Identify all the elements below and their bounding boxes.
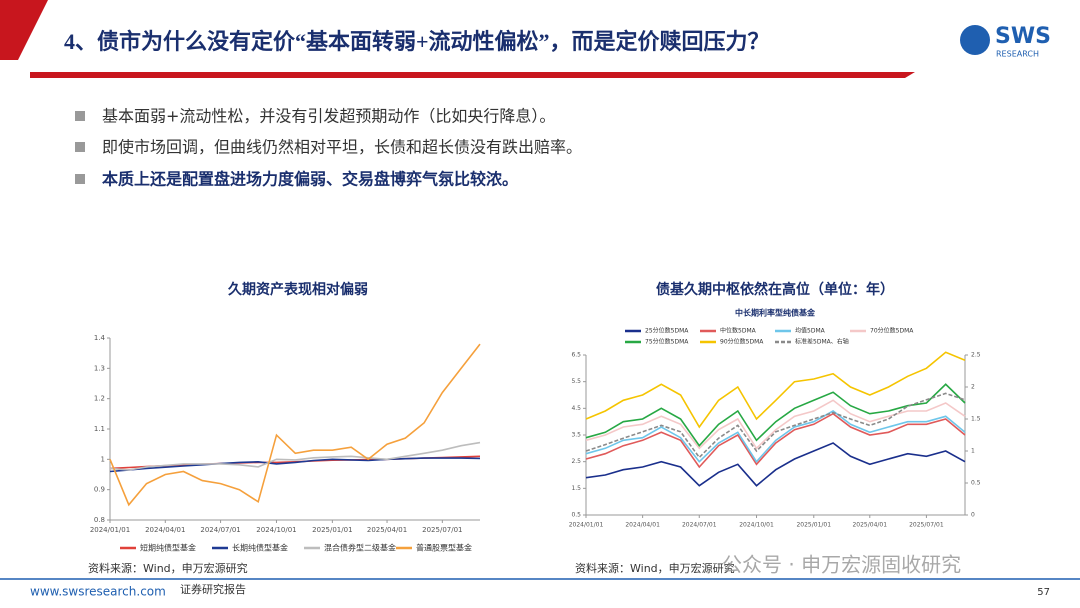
x-tick-label: 2024/04/01 xyxy=(625,522,660,529)
y-tick-label: 5.5 xyxy=(571,378,581,385)
series-line xyxy=(585,399,966,450)
legend-label: 普通股票型基金 xyxy=(416,543,472,553)
legend-label: 70分位数5DMA xyxy=(870,327,914,335)
source-note: 资料来源：Wind，申万宏源研究 xyxy=(575,561,735,575)
series-line xyxy=(585,410,966,464)
x-tick-label: 2025/04/01 xyxy=(852,522,887,529)
x-tick-label: 2025/07/01 xyxy=(909,522,944,529)
y2-tick-label: 0 xyxy=(971,512,975,519)
x-tick-label: 2025/04/01 xyxy=(367,526,407,534)
bullet: 即使市场回调，但曲线仍然相对平坦，长债和超长债没有跌出赔率。 xyxy=(102,138,582,157)
footer-site: www.swsresearch.com xyxy=(30,585,166,599)
legend-label: 短期纯债型基金 xyxy=(140,543,196,553)
legend-label: 均值5DMA xyxy=(795,327,826,335)
x-tick-label: 2024/04/01 xyxy=(145,526,185,534)
logo-mark xyxy=(960,25,990,55)
x-tick-label: 2024/01/01 xyxy=(90,526,130,534)
x-tick-label: 2025/01/01 xyxy=(796,522,831,529)
page-number: 57 xyxy=(1037,587,1050,598)
y-tick-label: 1.4 xyxy=(94,334,106,342)
x-tick-label: 2025/07/01 xyxy=(422,526,462,534)
x-tick-label: 2024/01/01 xyxy=(569,522,604,529)
series-line xyxy=(585,392,966,459)
x-tick-label: 2024/10/01 xyxy=(739,522,774,529)
bullet-icon xyxy=(75,142,85,152)
chart-title: 债基久期中枢依然在高位（单位：年） xyxy=(656,281,894,298)
y2-tick-label: 1 xyxy=(971,448,975,455)
series-line xyxy=(585,351,966,429)
bullet-icon xyxy=(75,174,85,184)
y2-tick-label: 2.5 xyxy=(971,352,981,359)
watermark: 公众号 · 申万宏源固收研究 xyxy=(722,553,961,577)
y-tick-label: 0.9 xyxy=(94,486,105,494)
y-tick-label: 1 xyxy=(101,455,105,463)
header-accent xyxy=(0,0,48,60)
bullet-icon xyxy=(75,111,85,121)
y-tick-label: 1.2 xyxy=(94,395,105,403)
header-rule xyxy=(30,72,915,78)
chart-subtitle: 中长期利率型纯债基金 xyxy=(735,308,816,318)
y2-tick-label: 2 xyxy=(971,384,975,391)
legend-label: 75分位数5DMA xyxy=(645,338,689,346)
series-line xyxy=(585,383,966,447)
legend-label: 中位数5DMA xyxy=(720,327,757,335)
y-tick-label: 0.8 xyxy=(94,516,105,524)
y-tick-label: 4.5 xyxy=(571,405,581,412)
series-line xyxy=(109,441,481,471)
footer-label: 证券研究报告 xyxy=(180,582,246,596)
legend-label: 标准差5DMA、右轴 xyxy=(795,338,849,346)
y-tick-label: 3.5 xyxy=(571,432,581,439)
series-line xyxy=(109,457,481,473)
y-tick-label: 6.5 xyxy=(571,352,581,359)
source-note: 资料来源：Wind，申万宏源研究 xyxy=(88,561,248,575)
y-tick-label: 1.1 xyxy=(94,425,105,433)
legend-label: 混合债券型二级基金 xyxy=(324,543,396,553)
y-tick-label: 0.5 xyxy=(571,512,581,519)
series-line xyxy=(585,442,966,487)
x-tick-label: 2024/07/01 xyxy=(682,522,717,529)
legend-label: 长期纯债型基金 xyxy=(232,543,288,553)
series-line xyxy=(109,343,481,507)
chart-title: 久期资产表现相对偏弱 xyxy=(227,281,368,298)
logo-text: SWS xyxy=(995,24,1051,49)
y2-tick-label: 1.5 xyxy=(971,416,981,423)
bullet: 基本面弱+流动性松，并没有引发超预期动作（比如央行降息）。 xyxy=(102,107,555,126)
y-tick-label: 1.3 xyxy=(94,364,105,372)
x-tick-label: 2024/07/01 xyxy=(200,526,240,534)
x-tick-label: 2024/10/01 xyxy=(256,526,296,534)
x-tick-label: 2025/01/01 xyxy=(312,526,352,534)
logo: SWS RESEARCH xyxy=(960,24,1051,59)
slide-title: 4、债市为什么没有定价“基本面转弱+流动性偏松”，而是定价赎回压力？ xyxy=(64,29,770,54)
logo-subtext: RESEARCH xyxy=(996,50,1039,59)
legend-label: 90分位数5DMA xyxy=(720,338,764,346)
y-tick-label: 1.5 xyxy=(571,485,581,492)
legend-label: 25分位数5DMA xyxy=(645,327,689,335)
y-tick-label: 2.5 xyxy=(571,458,581,465)
bullet: 本质上还是配置盘进场力度偏弱、交易盘博弈气氛比较浓。 xyxy=(102,170,518,189)
series-line xyxy=(585,412,966,469)
y2-tick-label: 0.5 xyxy=(971,480,981,487)
